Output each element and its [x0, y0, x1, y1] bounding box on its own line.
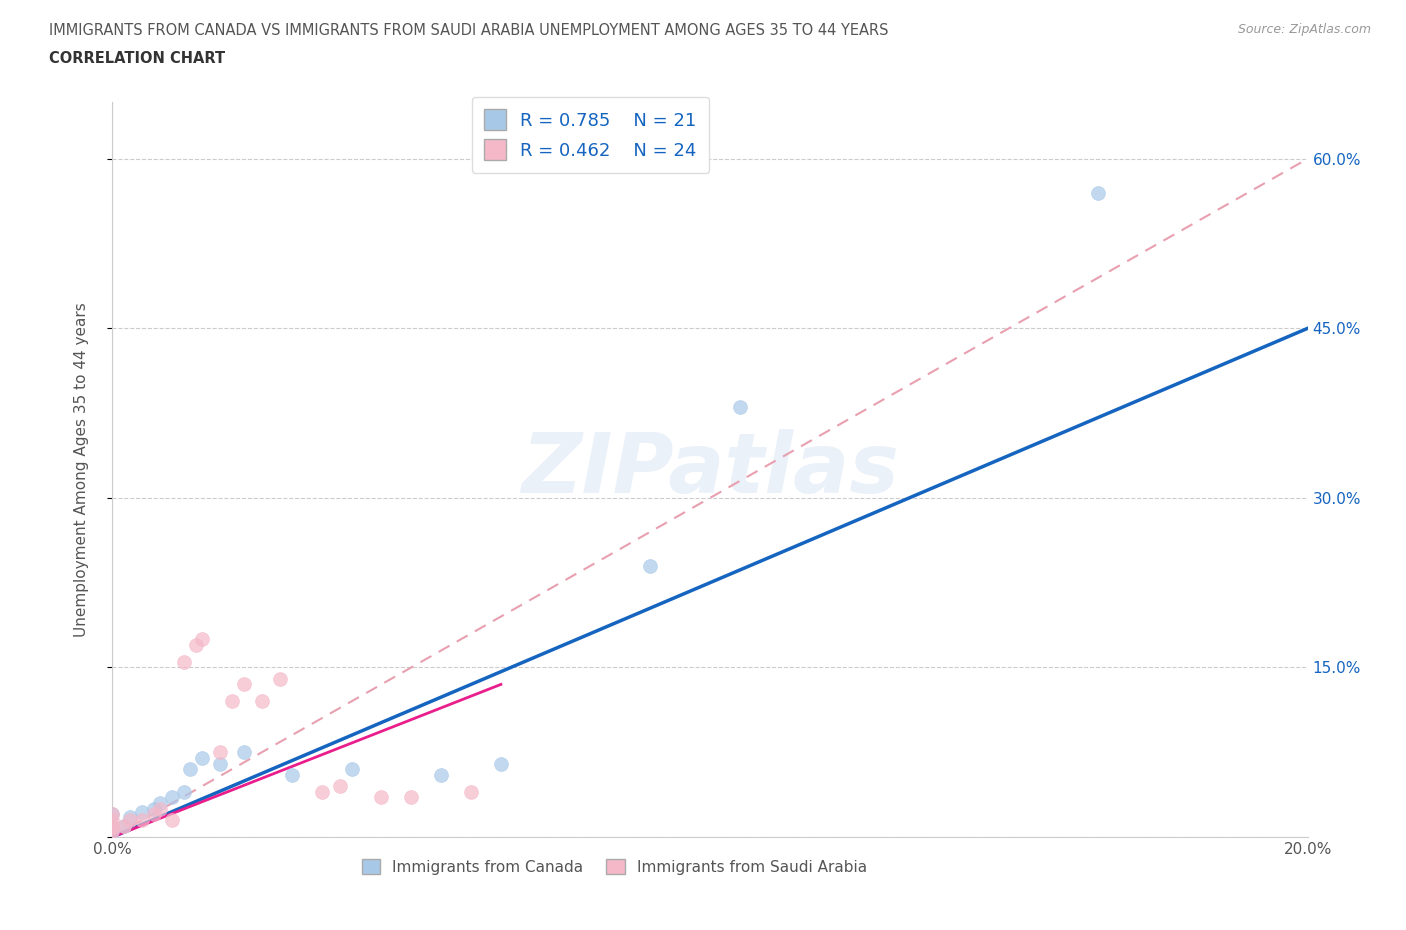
Point	[430, 767, 453, 782]
Point	[149, 802, 172, 817]
Point	[101, 818, 124, 833]
Point	[489, 756, 512, 771]
Point	[250, 694, 273, 709]
Point	[101, 813, 124, 828]
Text: CORRELATION CHART: CORRELATION CHART	[49, 51, 225, 66]
Point	[162, 790, 183, 804]
Point	[101, 807, 124, 822]
Point	[640, 558, 662, 573]
Point	[179, 762, 201, 777]
Point	[120, 813, 142, 828]
Point	[101, 820, 124, 835]
Point	[728, 400, 751, 415]
Point	[281, 767, 304, 782]
Point	[460, 784, 482, 799]
Point	[186, 637, 208, 652]
Point	[143, 807, 166, 822]
Point	[370, 790, 392, 804]
Point	[269, 671, 291, 686]
Point	[162, 813, 183, 828]
Point	[233, 677, 256, 692]
Legend: Immigrants from Canada, Immigrants from Saudi Arabia: Immigrants from Canada, Immigrants from …	[356, 853, 873, 881]
Point	[114, 818, 135, 833]
Point	[311, 784, 333, 799]
Y-axis label: Unemployment Among Ages 35 to 44 years: Unemployment Among Ages 35 to 44 years	[75, 302, 89, 637]
Point	[101, 807, 124, 822]
Text: ZIPatlas: ZIPatlas	[522, 429, 898, 511]
Text: Source: ZipAtlas.com: Source: ZipAtlas.com	[1237, 23, 1371, 36]
Point	[221, 694, 243, 709]
Point	[173, 655, 195, 670]
Point	[131, 804, 153, 819]
Point	[340, 762, 363, 777]
Point	[101, 824, 124, 839]
Point	[1087, 185, 1109, 200]
Point	[120, 809, 142, 824]
Point	[143, 802, 166, 817]
Point	[101, 824, 124, 839]
Point	[114, 818, 135, 833]
Point	[329, 778, 352, 793]
Point	[209, 745, 232, 760]
Point	[149, 796, 172, 811]
Point	[101, 818, 124, 833]
Point	[191, 631, 214, 646]
Point	[173, 784, 195, 799]
Point	[401, 790, 423, 804]
Point	[131, 813, 153, 828]
Point	[209, 756, 232, 771]
Point	[233, 745, 256, 760]
Text: IMMIGRANTS FROM CANADA VS IMMIGRANTS FROM SAUDI ARABIA UNEMPLOYMENT AMONG AGES 3: IMMIGRANTS FROM CANADA VS IMMIGRANTS FRO…	[49, 23, 889, 38]
Point	[191, 751, 214, 765]
